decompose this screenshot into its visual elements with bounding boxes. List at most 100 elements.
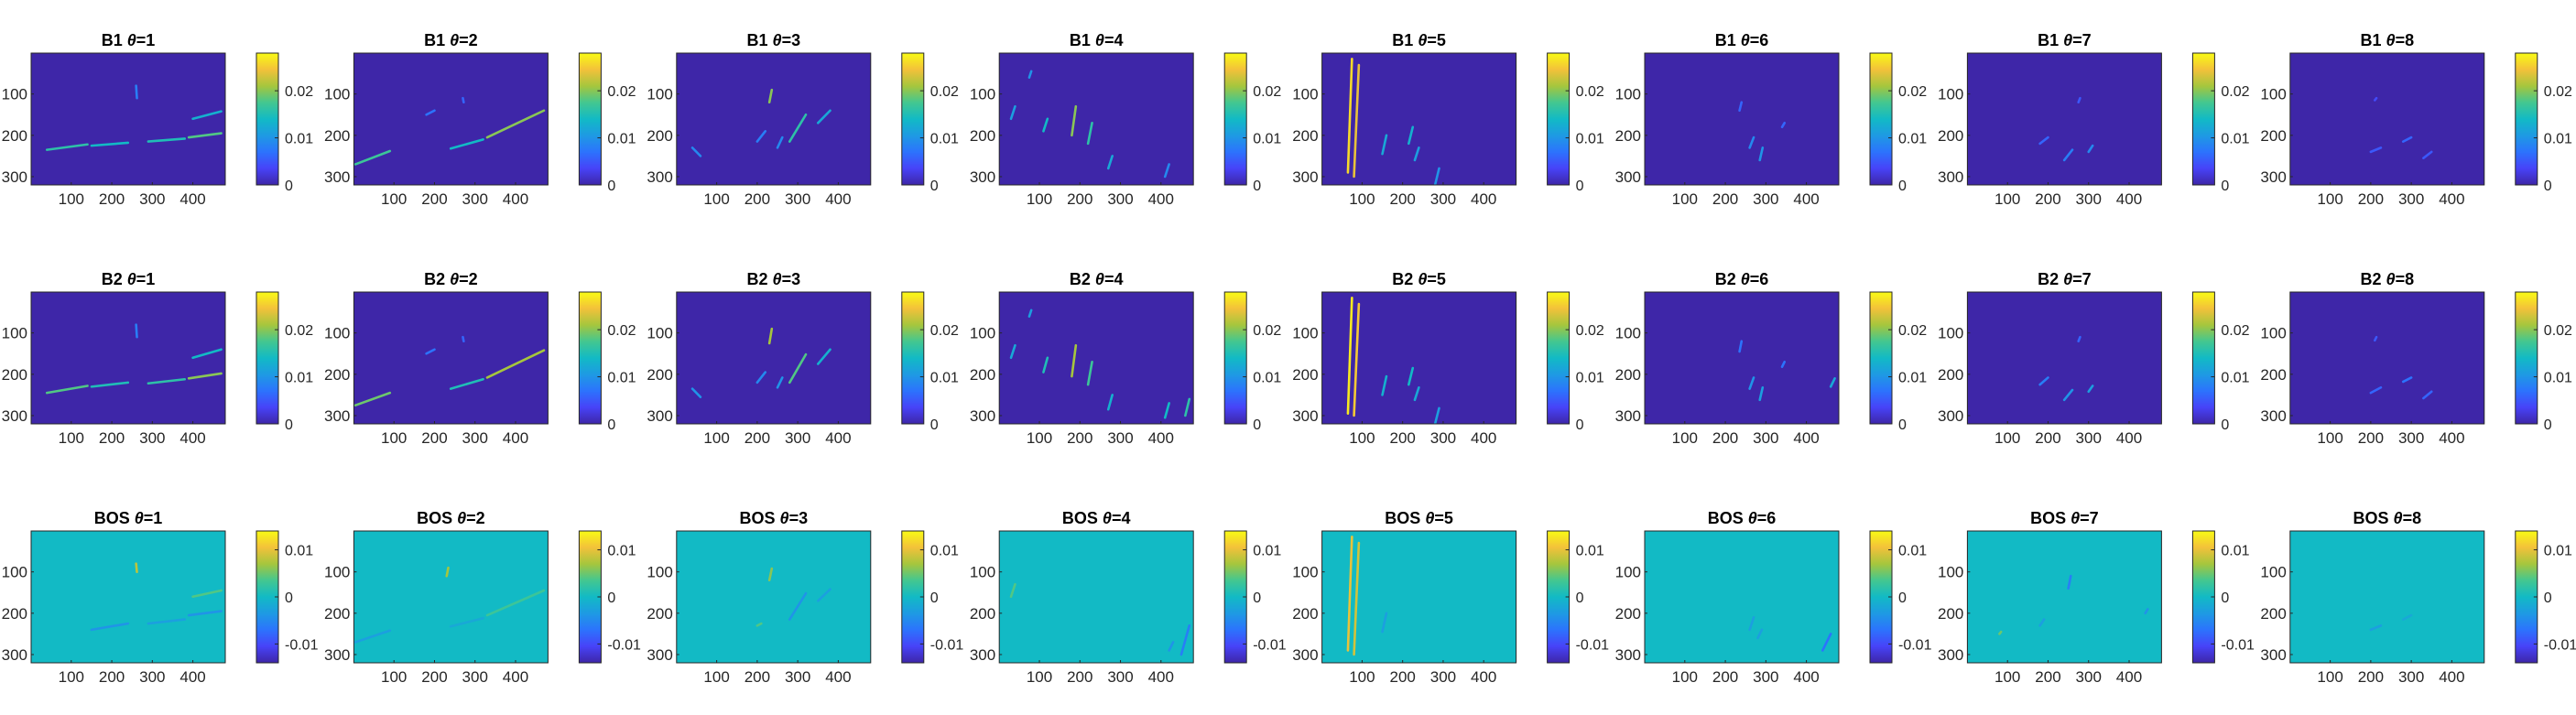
colorbar (901, 291, 925, 425)
heatmap-stroke (1780, 121, 1786, 129)
axes-box (1644, 530, 1840, 664)
axes-box (1321, 291, 1517, 425)
heatmap-stroke (1758, 385, 1765, 402)
heatmap-stroke (90, 141, 130, 147)
theta-symbol: θ (457, 509, 466, 527)
colorbar-tick-label: 0.01 (1576, 132, 1604, 147)
heatmap-features (45, 323, 223, 395)
y-tick-label: 200 (1615, 605, 1641, 623)
axes-box (998, 291, 1194, 425)
x-tick-label: 400 (825, 668, 851, 686)
panel-title: B1 θ=2 (424, 31, 478, 49)
colorbar-tick-label: 0 (2544, 179, 2552, 194)
x-tick-label: 300 (462, 429, 488, 447)
colorbar-tick-label: 0.01 (285, 544, 313, 559)
colorbar-tick-label: 0.01 (1898, 544, 1927, 559)
x-tick-label: 100 (1672, 668, 1698, 686)
panel-title-index: =5 (1427, 270, 1446, 288)
x-tick-label: 400 (503, 429, 528, 447)
heatmap-stroke (2062, 148, 2074, 162)
heatmap-stroke (2038, 376, 2049, 386)
panel-title: BOS θ=8 (2353, 509, 2422, 527)
heatmap-stroke (353, 149, 392, 166)
colorbar-tick-label: 0.01 (1576, 544, 1604, 559)
theta-symbol: θ (450, 31, 459, 49)
x-tick-label: 200 (1067, 190, 1092, 208)
heatmap-features (353, 335, 546, 406)
heatmap-stroke (147, 618, 187, 625)
heatmap-stroke (187, 132, 223, 139)
x-tick-label: 100 (381, 668, 407, 686)
colorbar-tick-label: 0.02 (285, 84, 313, 100)
x-tick-label: 300 (2398, 190, 2424, 208)
heatmap-background (2289, 531, 2484, 663)
colorbar-tick-label: 0.01 (1576, 371, 1604, 386)
x-tick-label: 300 (462, 190, 488, 208)
heatmap-background (1645, 531, 1839, 663)
y-tick-label: 100 (2, 564, 27, 581)
heatmap-background (1645, 292, 1839, 424)
heatmap-stroke (1346, 536, 1353, 652)
y-tick-label: 100 (2260, 564, 2286, 581)
x-tick-label: 300 (2398, 668, 2424, 686)
colorbar-tick-label: 0 (930, 179, 939, 194)
colorbar-tick-label: 0.01 (2544, 132, 2572, 147)
axes-box (1966, 530, 2162, 664)
x-tick-label: 100 (381, 190, 407, 208)
colorbar-tick-label: -0.01 (1898, 637, 1932, 653)
x-tick-label: 100 (59, 429, 84, 447)
x-tick-label: 300 (139, 668, 165, 686)
heatmap-stroke (1353, 63, 1361, 179)
colorbar (1223, 291, 1247, 425)
y-tick-label: 300 (324, 168, 350, 186)
theta-symbol: θ (1095, 31, 1104, 49)
panel-title: B2 θ=1 (102, 270, 156, 288)
x-tick-label: 100 (703, 668, 729, 686)
x-tick-label: 100 (59, 668, 84, 686)
heatmap-background (1967, 531, 2162, 663)
heatmap-stroke (776, 376, 784, 389)
heatmap-stroke (2038, 135, 2049, 146)
x-tick-label: 200 (99, 668, 125, 686)
heatmap-panel: 100 200 300 400 100 200 300 B2 θ=6 0 0.01 0.02 (1615, 270, 1928, 447)
colorbar-tick-label: 0.01 (607, 371, 636, 386)
x-tick-label: 100 (2317, 668, 2342, 686)
heatmap-panel: 100 200 300 400 100 200 300 B1 θ=6 0 0.01 0.02 (1615, 31, 1928, 208)
x-tick-label: 100 (1349, 668, 1375, 686)
colorbar-tick-label: 0.01 (285, 371, 313, 386)
panel-title: BOS θ=3 (740, 509, 809, 527)
heatmap-stroke (2087, 144, 2094, 154)
heatmap-features (2038, 96, 2094, 162)
heatmap-stroke (2067, 574, 2072, 590)
heatmap-stroke (1381, 374, 1388, 396)
colorbar-tick-label: 0 (2221, 417, 2229, 433)
panel-title-index: =1 (136, 270, 156, 288)
panel-title: BOS θ=5 (1385, 509, 1453, 527)
y-tick-label: 100 (647, 325, 672, 342)
colorbar-tick-label: 0 (607, 179, 615, 194)
heatmap-stroke (788, 591, 808, 621)
colorbar-tick-label: 0.01 (2221, 132, 2249, 147)
y-tick-label: 200 (2, 605, 27, 623)
heatmap-stroke (1758, 146, 1765, 162)
panel-title: B1 θ=6 (1715, 31, 1769, 49)
heatmap-panel: 100 200 300 400 100 200 300 BOS θ=2 -0.01 0 0.01 (324, 509, 641, 686)
theta-symbol: θ (127, 31, 136, 49)
heatmap-stroke (2038, 618, 2046, 627)
colorbar (2191, 291, 2215, 425)
x-tick-label: 300 (1430, 668, 1456, 686)
colorbar-tick-label: 0.02 (607, 323, 636, 339)
heatmap-features (690, 327, 831, 398)
x-tick-label: 400 (503, 668, 528, 686)
heatmap-stroke (1163, 163, 1170, 179)
y-tick-label: 100 (970, 564, 995, 581)
theta-symbol: θ (2386, 31, 2396, 49)
heatmap-features (1009, 309, 1191, 419)
colorbar-tick-label: 0.02 (1253, 84, 1281, 100)
y-tick-label: 100 (324, 325, 350, 342)
panel-title-prefix: B2 (2361, 270, 2386, 288)
panel-title-prefix: BOS (1385, 509, 1425, 527)
heatmap-stroke (2077, 96, 2081, 104)
panel-title-prefix: BOS (417, 509, 457, 527)
heatmap-features (90, 562, 223, 632)
